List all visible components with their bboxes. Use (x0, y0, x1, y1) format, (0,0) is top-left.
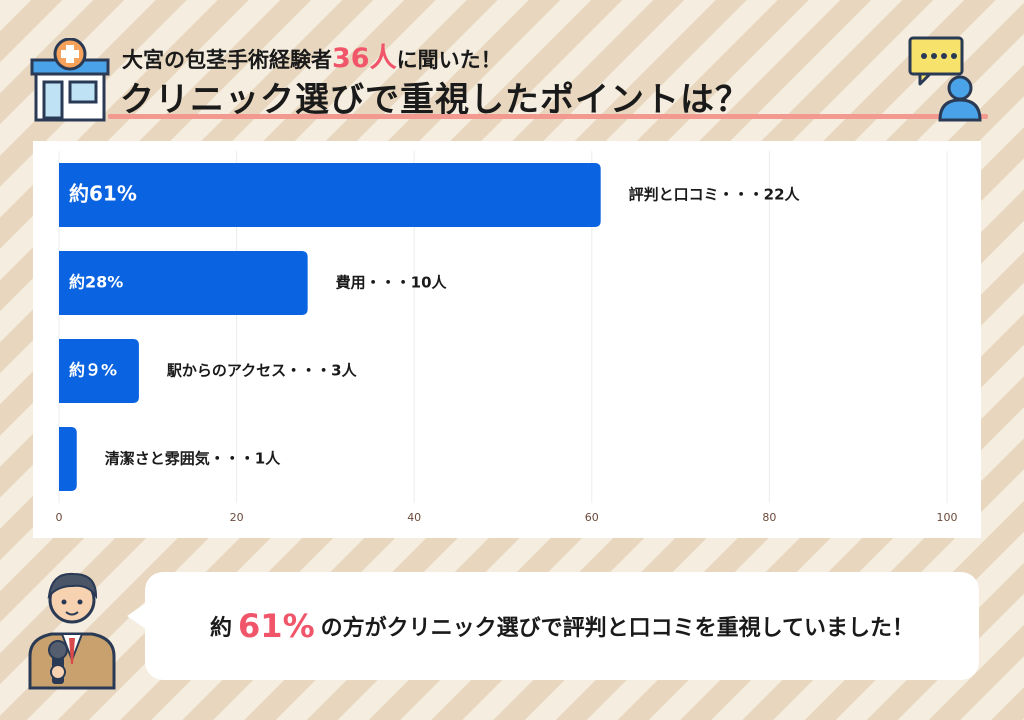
summary-highlight: 61% (238, 607, 315, 645)
header: 大宮の包茎手術経験者36人に聞いた！ クリニック選びで重視したポイントは？ (0, 0, 1024, 135)
summary-text: 約 61% の方がクリニック選びで評判と口コミを重視していました！ (210, 607, 914, 645)
bar (59, 251, 308, 315)
x-tick-label: 60 (585, 511, 599, 524)
speech-bubble-tail (127, 602, 147, 630)
chart-card: 0 20 40 60 80 100 約61% 評判と口コミ・・・22人約28% 費用・・・10人… (33, 141, 981, 538)
summary-section: 約 61% の方がクリニック選びで評判と口コミを重視していました！ (0, 560, 1024, 720)
bar-value-label: 約28% (69, 273, 123, 292)
title-underline (108, 114, 988, 119)
x-tick-label: 0 (56, 511, 63, 524)
x-tick-label: 100 (937, 511, 958, 524)
bar-value-label: 約９% (69, 361, 117, 380)
subtitle: 大宮の包茎手術経験者36人に聞いた！ (122, 43, 502, 74)
bar-category-label: 清潔さと雰囲気・・・1人 (105, 450, 281, 468)
bar-value-label: 約61% (69, 182, 137, 206)
bar-category-label: 費用・・・10人 (336, 274, 448, 292)
bar (59, 163, 601, 227)
x-tick-label: 40 (407, 511, 421, 524)
bar (59, 427, 77, 491)
page-title: クリニック選びで重視したポイントは？ (120, 80, 750, 120)
clinic-building-icon (30, 38, 110, 122)
bar-category-label: 駅からのアクセス・・・3人 (166, 362, 358, 380)
bar (59, 339, 139, 403)
x-tick-label: 20 (230, 511, 244, 524)
chat-bubble-person-icon (908, 36, 982, 122)
subtitle-highlight: 36人 (332, 43, 397, 74)
bar-category-label: 評判と口コミ・・・22人 (629, 186, 801, 204)
speech-bubble: 約 61% の方がクリニック選びで評判と口コミを重視していました！ (145, 572, 979, 680)
reporter-with-microphone-icon (28, 572, 116, 690)
x-tick-label: 80 (762, 511, 776, 524)
